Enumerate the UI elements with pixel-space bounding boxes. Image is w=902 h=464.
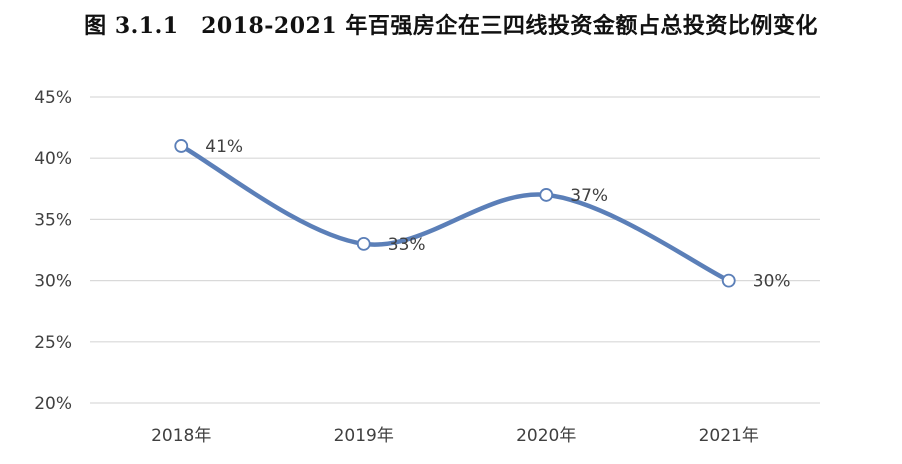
data-point-marker bbox=[174, 139, 189, 153]
x-tick-label: 2021年 bbox=[699, 426, 759, 446]
data-label: 33% bbox=[388, 235, 426, 255]
data-label: 37% bbox=[570, 186, 608, 206]
gridlines bbox=[90, 96, 820, 404]
series bbox=[179, 143, 731, 283]
data-label: 30% bbox=[753, 272, 791, 292]
y-tick-label: 35% bbox=[34, 210, 72, 230]
y-axis-tick-labels: 20% 25% 30% 35% 40% 45% bbox=[34, 88, 72, 414]
y-tick-label: 45% bbox=[34, 88, 72, 108]
data-point-marker bbox=[356, 236, 371, 251]
series-line bbox=[179, 143, 731, 283]
data-labels: 41% 33% 37% 30% bbox=[205, 137, 790, 292]
x-tick-label: 2019年 bbox=[334, 426, 394, 446]
y-tick-label: 30% bbox=[34, 272, 72, 292]
x-axis-tick-labels: 2018年 2019年 2020年 2021年 bbox=[151, 426, 759, 446]
data-label: 41% bbox=[205, 137, 243, 157]
x-tick-label: 2018年 bbox=[151, 426, 211, 446]
y-tick-label: 25% bbox=[34, 333, 72, 353]
data-point-marker bbox=[539, 188, 554, 202]
x-tick-label: 2020年 bbox=[516, 426, 576, 446]
markers bbox=[174, 139, 736, 288]
y-tick-label: 20% bbox=[34, 394, 72, 414]
y-tick-label: 40% bbox=[34, 149, 72, 169]
data-point-marker bbox=[721, 273, 736, 288]
chart-title: 图 3.1.1 2018-2021 年百强房企在三四线投资金额占总投资比例变化 bbox=[84, 13, 818, 39]
